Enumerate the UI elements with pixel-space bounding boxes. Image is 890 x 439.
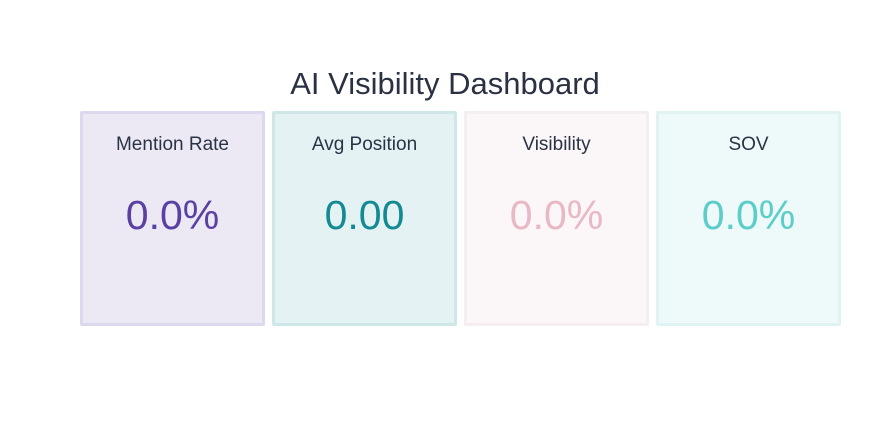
card-value: 0.0% — [701, 192, 796, 238]
card-label: SOV — [728, 134, 769, 155]
metric-card: Mention Rate 0.0% — [80, 111, 265, 326]
card-label: Avg Position — [311, 134, 418, 155]
card-value: 0.00 — [324, 192, 405, 238]
metric-card: SOV 0.0% — [656, 111, 841, 326]
metric-card: Visibility 0.0% — [464, 111, 649, 326]
metric-card: Avg Position 0.00 — [272, 111, 457, 326]
card-value: 0.0% — [509, 192, 604, 238]
card-label: Visibility — [522, 134, 591, 155]
card-label: Mention Rate — [115, 134, 229, 155]
card-value: 0.0% — [125, 192, 220, 238]
dashboard-title: AI Visibility Dashboard — [290, 66, 600, 101]
